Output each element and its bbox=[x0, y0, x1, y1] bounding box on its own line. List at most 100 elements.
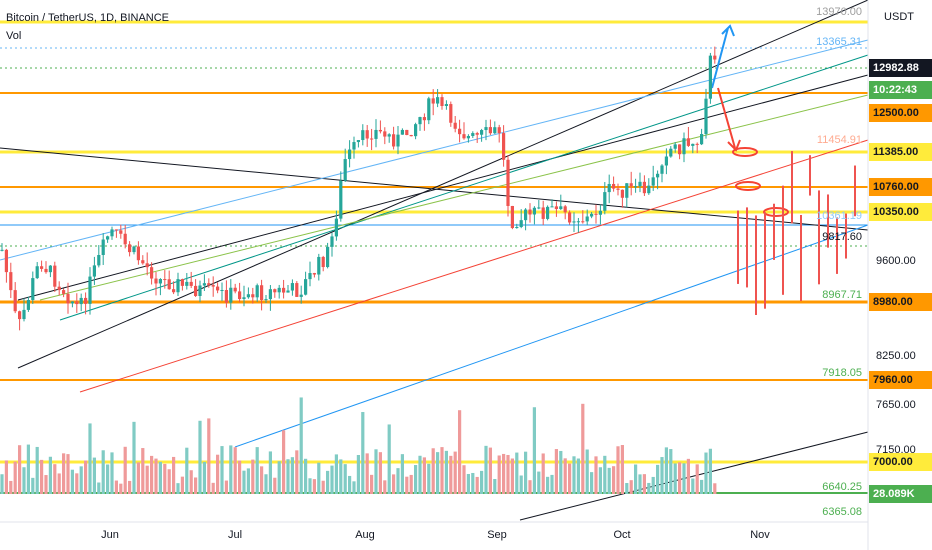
candle-body bbox=[9, 272, 13, 291]
volume-bar bbox=[229, 445, 233, 494]
channel-line bbox=[0, 39, 869, 261]
volume-bar bbox=[598, 467, 602, 494]
candle-body bbox=[119, 230, 123, 234]
volume-bar bbox=[554, 449, 558, 494]
volume-bar bbox=[607, 467, 611, 494]
volume-bar bbox=[695, 464, 699, 494]
volume-bar bbox=[475, 476, 479, 494]
volume-bar bbox=[35, 446, 39, 494]
line-label: 10361.19 bbox=[816, 210, 862, 222]
volume-bar bbox=[528, 480, 532, 494]
volume-bar bbox=[132, 421, 136, 494]
candle-body bbox=[163, 279, 167, 281]
volume-bar bbox=[260, 466, 264, 494]
price-label: 10:22:43 bbox=[873, 84, 917, 96]
candle-body bbox=[568, 212, 572, 223]
volume-bar bbox=[92, 457, 96, 494]
candle-body bbox=[422, 117, 426, 121]
volume-bar bbox=[647, 482, 651, 494]
volume-bar bbox=[431, 448, 435, 494]
volume-bar bbox=[700, 479, 704, 494]
candle-body bbox=[387, 134, 391, 137]
candle-body bbox=[53, 265, 57, 287]
volume-bar bbox=[656, 464, 660, 494]
candle-body bbox=[339, 180, 343, 219]
candle-body bbox=[541, 207, 545, 219]
candle-body bbox=[462, 134, 466, 139]
volume-bar bbox=[563, 458, 567, 494]
candle-body bbox=[704, 98, 708, 135]
candle-body bbox=[31, 278, 35, 301]
volume-bar bbox=[581, 403, 585, 494]
volume-bar bbox=[537, 471, 541, 494]
volume-bar bbox=[576, 458, 580, 494]
channel-line bbox=[17, 0, 869, 369]
indicator: Vol bbox=[6, 30, 21, 42]
candle-body bbox=[295, 283, 299, 297]
volume-bar bbox=[79, 466, 83, 494]
price-label: 11385.00 bbox=[873, 146, 918, 158]
candle-body bbox=[101, 239, 105, 256]
volume-bar bbox=[18, 445, 22, 494]
volume-bar bbox=[13, 461, 17, 494]
price-label: 7960.00 bbox=[873, 374, 913, 386]
candle-body bbox=[304, 279, 308, 295]
volume-bar bbox=[123, 446, 127, 494]
volume-bar bbox=[150, 455, 154, 494]
candle-body bbox=[180, 279, 184, 286]
volume-bar bbox=[515, 452, 519, 494]
candle-body bbox=[202, 283, 206, 286]
channel-line bbox=[0, 147, 869, 231]
candle-body bbox=[502, 133, 506, 160]
volume-bar bbox=[53, 464, 57, 494]
candle-body bbox=[365, 130, 369, 139]
candle-body bbox=[317, 256, 321, 275]
currency[interactable]: USDT bbox=[884, 11, 914, 23]
candle-body bbox=[88, 276, 92, 304]
candle-body bbox=[651, 177, 655, 186]
volume-bar bbox=[286, 459, 290, 494]
price-label-box bbox=[869, 453, 932, 471]
volume-bar bbox=[330, 465, 334, 494]
volume-bar bbox=[418, 455, 422, 494]
candle-body bbox=[70, 301, 74, 304]
volume-bar bbox=[44, 475, 48, 494]
candle-body bbox=[57, 286, 61, 291]
volume-bar bbox=[400, 454, 404, 494]
candle-body bbox=[370, 138, 374, 140]
circle-mark bbox=[735, 181, 761, 191]
price-label-box bbox=[869, 104, 932, 122]
candle-body bbox=[224, 290, 228, 303]
volume-bar bbox=[75, 473, 79, 494]
price-label-box bbox=[869, 81, 932, 99]
volume-bar bbox=[440, 447, 444, 494]
candle-body bbox=[475, 133, 479, 135]
candle-body bbox=[554, 206, 558, 210]
volume-bar bbox=[220, 446, 224, 494]
price-label-box bbox=[869, 143, 932, 161]
volume-bar bbox=[198, 420, 202, 494]
candle-body bbox=[312, 273, 316, 275]
volume-bar bbox=[216, 454, 220, 494]
candle-body bbox=[123, 233, 127, 245]
volume-bar bbox=[708, 448, 712, 494]
candle-body bbox=[537, 207, 541, 209]
time-axis: Jun Jul Aug Sep Oct Nov bbox=[101, 529, 770, 541]
price-label-box bbox=[869, 371, 932, 389]
candle-body bbox=[4, 249, 8, 273]
candle-body bbox=[128, 244, 132, 253]
candle-body bbox=[506, 159, 510, 206]
arrow bbox=[711, 24, 735, 89]
candle-body bbox=[572, 221, 576, 223]
volume-bar bbox=[673, 463, 677, 494]
volume-bar bbox=[506, 454, 510, 494]
candle-body bbox=[634, 186, 638, 188]
candle-body bbox=[497, 127, 501, 134]
candle-body bbox=[515, 227, 519, 229]
volume-bar bbox=[594, 456, 598, 494]
candle-body bbox=[708, 55, 712, 99]
volume-bar bbox=[321, 480, 325, 494]
volume-bar bbox=[326, 470, 330, 494]
candle-body bbox=[167, 279, 171, 290]
